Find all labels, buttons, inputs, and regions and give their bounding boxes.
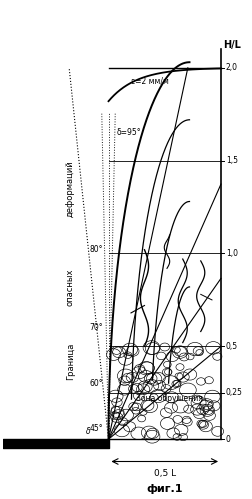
Text: 0: 0 bbox=[225, 435, 230, 444]
Text: 70°: 70° bbox=[89, 323, 103, 332]
Text: фиг.1: фиг.1 bbox=[146, 484, 182, 494]
Text: деформаций: деформаций bbox=[66, 160, 75, 217]
Text: 0,5 L: 0,5 L bbox=[153, 469, 175, 478]
Text: δ=95°: δ=95° bbox=[117, 128, 141, 137]
Text: 80°: 80° bbox=[89, 246, 103, 254]
Text: 1,5: 1,5 bbox=[225, 156, 237, 165]
Text: 45°: 45° bbox=[89, 424, 103, 433]
Text: H/L: H/L bbox=[222, 40, 240, 50]
Text: δ: δ bbox=[86, 427, 90, 436]
Text: Граница: Граница bbox=[66, 342, 75, 380]
Text: Зона обрушения: Зона обрушения bbox=[135, 394, 202, 403]
Text: ε=2 мм/м: ε=2 мм/м bbox=[131, 76, 168, 85]
Text: 0,5: 0,5 bbox=[225, 342, 237, 351]
Text: 60°: 60° bbox=[89, 379, 103, 388]
Text: 2,0: 2,0 bbox=[225, 63, 237, 72]
Text: 0,25: 0,25 bbox=[225, 388, 242, 397]
Text: 1,0: 1,0 bbox=[225, 249, 237, 258]
Text: опасных: опасных bbox=[66, 268, 75, 306]
